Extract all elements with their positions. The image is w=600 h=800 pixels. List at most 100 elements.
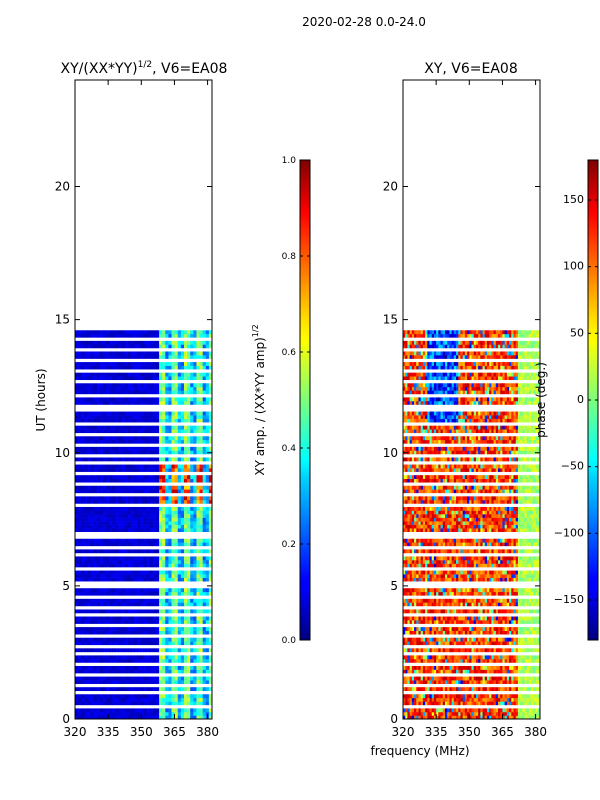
heatmap-cell [162,450,166,455]
heatmap-cell [149,383,154,388]
heatmap-cell [205,351,210,356]
heatmap-cell [193,436,197,441]
heatmap-cell [124,694,129,699]
heatmap-cell [193,687,197,692]
heatmap-cell [486,627,490,631]
heatmap-cell [193,598,197,603]
heatmap-cell [137,697,141,702]
heatmap-cell [511,609,514,614]
heatmap-cell [480,708,483,713]
heatmap-cell [522,669,525,674]
heatmap-cell [90,355,95,359]
heatmap-cell [436,715,439,719]
heatmap-cell [134,510,138,515]
heatmap-cell [78,439,82,444]
heatmap-cell [469,602,472,607]
heatmap-cell [152,708,157,713]
heatmap-cell [511,627,514,631]
heatmap-cell [502,701,506,706]
heatmap-cell [451,630,455,635]
heatmap-cell [208,616,212,621]
heatmap-cell [124,711,129,716]
heatmap-cell [137,708,141,713]
heatmap-cell [159,538,163,543]
heatmap-cell [112,514,116,518]
heatmap-cell [118,390,123,395]
heatmap-cell [90,542,95,547]
heatmap-cell [75,616,79,621]
heatmap-cell [531,708,534,713]
heatmap-cell [121,602,126,607]
heatmap-cell [75,446,79,451]
heatmap-cell [447,687,450,692]
heatmap-cell [190,344,194,349]
heatmap-cell [149,478,154,483]
heatmap-cell [96,439,101,444]
heatmap-cell [78,665,82,670]
heatmap-cell [134,425,138,430]
heatmap-cell [205,680,210,684]
heatmap-cell [199,563,204,568]
heatmap-cell [106,669,110,674]
heatmap-cell [502,711,506,716]
heatmap-cell [134,390,138,395]
heatmap-cell [75,669,79,674]
heatmap-cell [177,333,182,338]
heatmap-cell [93,588,98,593]
heatmap-cell [127,602,132,607]
heatmap-cell [143,602,148,607]
heatmap-cell [180,676,185,681]
heatmap-cell [517,701,521,706]
heatmap-cell [127,658,132,663]
heatmap-cell [473,680,477,684]
heatmap-cell [155,418,160,423]
heatmap-cell [152,372,157,377]
heatmap-cell [109,715,113,719]
heatmap-cell [143,362,148,366]
heatmap-cell [438,620,441,624]
heatmap-cell [159,351,163,356]
heatmap-cell [531,574,534,578]
heatmap-cell [78,330,82,335]
heatmap-cell [447,641,450,646]
heatmap-cell [460,669,464,674]
heatmap-cell [473,669,477,674]
heatmap-cell [137,510,141,515]
heatmap-cell [112,687,116,692]
heatmap-cell [187,711,191,716]
heatmap-cell [453,574,457,578]
heatmap-cell [193,559,197,564]
heatmap-cell [187,429,191,434]
heatmap-cell [515,655,519,660]
colorbar-tick-label: 0.0 [282,636,297,646]
heatmap-cell [451,637,455,642]
heatmap-cell [180,609,185,614]
heatmap-cell [103,372,107,377]
heatmap-cell [84,499,88,504]
heatmap-cell [103,383,107,388]
heatmap-cell [149,499,154,504]
heatmap-cell [106,355,110,359]
heatmap-cell [458,648,461,653]
heatmap-cell [84,697,88,702]
heatmap-cell [506,609,510,614]
heatmap-cell [509,655,512,660]
heatmap-cell [99,687,104,692]
heatmap-cell [155,609,160,614]
heatmap-cell [171,496,176,501]
heatmap-cell [140,485,144,490]
heatmap-cell [416,574,419,578]
heatmap-cell [112,362,116,366]
heatmap-cell [96,485,101,490]
heatmap-cell [495,658,499,663]
heatmap-cell [464,680,468,684]
heatmap-cell [159,439,163,444]
heatmap-cell [453,680,457,684]
heatmap-cell [143,694,148,699]
heatmap-cell [115,330,119,335]
heatmap-cell [187,574,191,578]
heatmap-cell [146,489,151,494]
heatmap-cell [140,563,144,568]
heatmap-cell [199,400,204,405]
heatmap-cell [121,362,126,366]
